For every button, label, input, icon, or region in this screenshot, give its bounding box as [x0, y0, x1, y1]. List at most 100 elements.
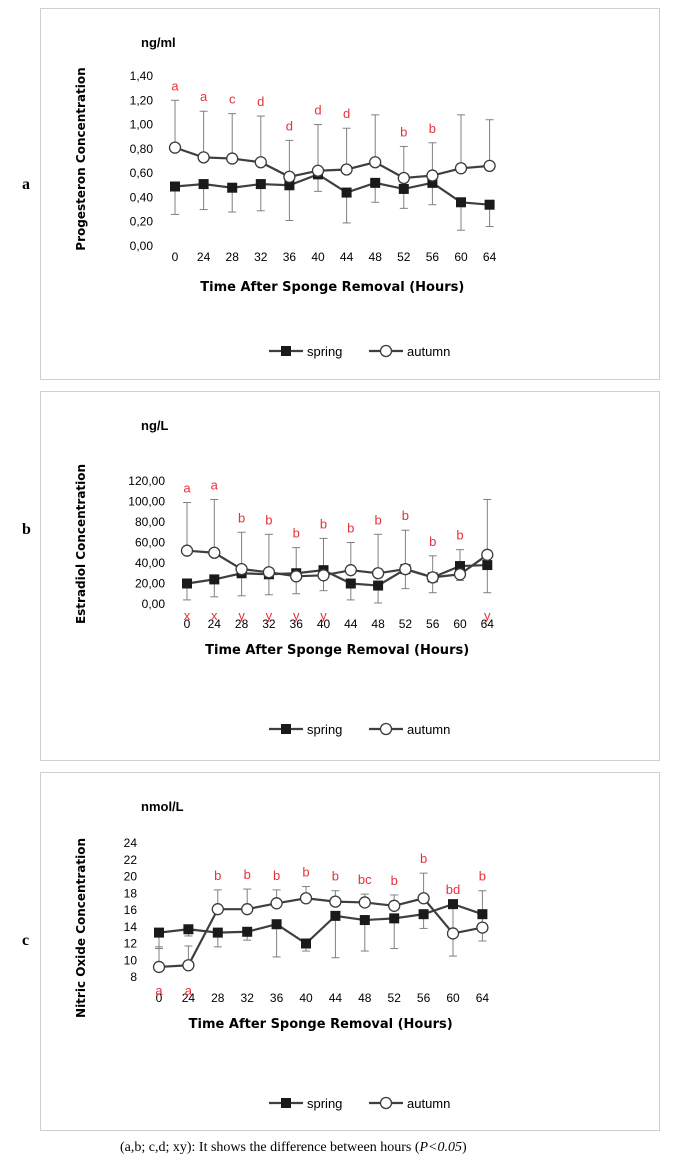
sig-letter-bottom: x	[211, 608, 218, 623]
x-tick-label: 48	[371, 617, 385, 631]
point-autumn	[152, 960, 166, 974]
point-autumn	[208, 546, 221, 559]
sig-letter-bottom: y	[266, 608, 273, 623]
x-tick-label: 0	[156, 991, 163, 1005]
y-tick-label: 12	[124, 937, 138, 951]
point-autumn	[388, 899, 401, 912]
sig-letter-bottom: y	[238, 608, 245, 623]
point-spring	[389, 913, 400, 924]
point-autumn	[371, 567, 385, 580]
point-autumn	[426, 169, 439, 182]
chart-panel-progesterone: ng/ml Progesteron Concentration 0,00 0,20 0,…	[40, 8, 660, 380]
sig-letter-top: b	[238, 510, 245, 525]
x-tick-label: 24	[208, 617, 222, 631]
x-tick-label: 48	[358, 991, 372, 1005]
x-tick-label: 52	[397, 250, 411, 264]
x-tick-label: 44	[340, 250, 354, 264]
point-autumn	[481, 548, 494, 561]
x-tick-label: 24	[182, 991, 196, 1005]
series-line-autumn	[158, 897, 483, 969]
sig-letter-top: b	[244, 867, 251, 882]
point-autumn	[476, 921, 489, 934]
point-autumn	[270, 897, 283, 910]
point-autumn	[369, 156, 382, 169]
y-tick-label: 24	[124, 836, 138, 850]
y-tick-label: 1,20	[130, 93, 154, 107]
point-spring	[212, 927, 223, 938]
chart-estradiol: ng/L Estradiol Concentration 0,00 20,00 40,0…	[74, 418, 494, 737]
legend-label-spring: spring	[307, 344, 342, 359]
x-tick-label: 40	[299, 991, 313, 1005]
point-spring	[455, 561, 465, 572]
point-autumn	[290, 570, 303, 583]
point-autumn	[453, 568, 467, 581]
error-bar-autumn	[485, 119, 494, 166]
error-bar-spring	[331, 915, 340, 959]
point-autumn	[299, 892, 313, 905]
x-tick-label: 60	[454, 250, 468, 264]
point-autumn	[397, 171, 410, 185]
sig-letter-bottom: y	[484, 608, 491, 623]
figure-caption: (a,b; c,d; xy): It shows the difference …	[120, 1140, 467, 1156]
point-autumn	[317, 569, 330, 582]
sig-letter-top: b	[391, 873, 398, 888]
legend-marker-autumn	[379, 722, 393, 736]
point-autumn	[262, 566, 276, 579]
point-autumn	[329, 895, 342, 908]
x-tick-label: 56	[426, 250, 440, 264]
legend-label-autumn: autumn	[407, 344, 450, 359]
legend-label-spring: spring	[307, 722, 342, 737]
point-spring	[373, 580, 384, 591]
x-tick-label: 32	[254, 250, 268, 264]
chart-progesterone: ng/ml Progesteron Concentration 0,00 0,20 0,…	[74, 35, 497, 359]
sig-letter-bottom: a	[155, 983, 163, 998]
y-unit-label: nmol/L	[141, 799, 184, 814]
x-tick-label: 60	[453, 617, 467, 631]
error-bar-spring	[390, 918, 399, 950]
point-spring	[271, 919, 282, 930]
sig-letter-top: b	[400, 124, 407, 139]
x-tick-label: 56	[417, 991, 431, 1005]
x-tick-label: 64	[476, 991, 490, 1005]
error-bar-autumn	[171, 99, 179, 148]
point-autumn	[483, 159, 496, 173]
caption-p-value: P<0.05	[419, 1140, 462, 1155]
point-spring	[255, 179, 266, 190]
sig-letter-top: bd	[446, 882, 460, 897]
x-tick-label: 40	[317, 617, 331, 631]
point-spring	[330, 910, 341, 921]
point-spring	[345, 578, 356, 589]
x-tick-label: 0	[184, 617, 191, 631]
legend: spring autumn	[269, 722, 450, 737]
sig-letter-top: c	[229, 92, 236, 107]
point-autumn	[254, 156, 267, 169]
y-axis-label: Progesteron Concentration	[74, 67, 88, 250]
y-tick-label: 14	[124, 920, 138, 934]
x-tick-label: 44	[344, 617, 358, 631]
y-tick-label: 120,00	[128, 474, 165, 488]
sig-letter-top: b	[429, 534, 436, 549]
y-tick-label: 1,00	[130, 118, 154, 132]
point-spring	[242, 926, 253, 937]
sig-letter-top: d	[286, 118, 293, 133]
x-tick-label: 36	[270, 991, 284, 1005]
sig-letter-top: a	[211, 477, 219, 492]
point-spring	[198, 179, 209, 190]
error-bar-autumn	[374, 533, 383, 574]
y-tick-label: 22	[124, 853, 138, 867]
legend-label-autumn: autumn	[407, 722, 450, 737]
error-bar-autumn	[314, 124, 322, 171]
panel-letter-c: c	[22, 932, 30, 949]
y-tick-label: 16	[124, 903, 138, 917]
error-bar-autumn	[264, 533, 273, 573]
point-autumn	[283, 170, 296, 183]
sig-letter-top: bc	[358, 872, 372, 887]
sig-letter-top: b	[332, 869, 339, 884]
error-bar-spring	[360, 920, 369, 952]
y-tick-label: 100,00	[128, 495, 165, 509]
series-line-spring	[174, 173, 490, 206]
x-tick-label: 36	[283, 250, 297, 264]
point-spring	[170, 181, 180, 192]
y-tick-label: 8	[130, 970, 137, 984]
point-autumn	[241, 903, 254, 916]
